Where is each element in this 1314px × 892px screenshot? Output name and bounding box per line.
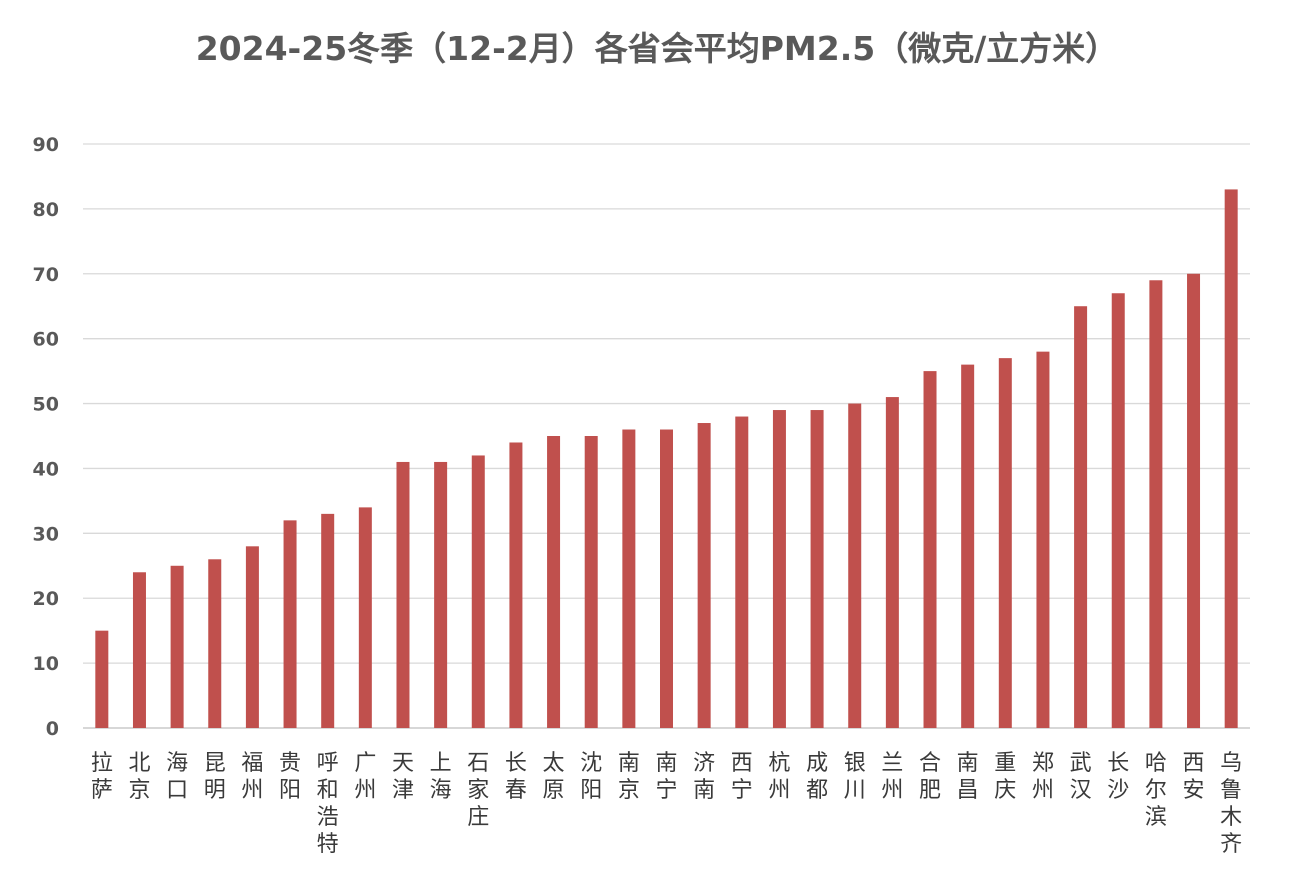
x-category-label: 贵阳 [279, 751, 301, 803]
x-category-label: 重庆 [994, 751, 1016, 803]
x-category-label: 郑州 [1032, 751, 1054, 803]
x-category-label: 昆明 [204, 751, 226, 803]
bar [622, 429, 636, 728]
y-axis-labels: 0 10 20 30 40 50 60 70 80 90 [33, 134, 59, 740]
x-category-label: 杭州 [768, 751, 790, 803]
x-category-label: 天津 [392, 751, 414, 803]
bar [584, 436, 598, 728]
bar [509, 442, 523, 728]
bar [772, 410, 786, 728]
x-category-label: 南宁 [655, 751, 677, 803]
x-category-label: 呼和浩特 [317, 751, 339, 857]
x-axis-labels: 拉萨北京海口昆明福州贵阳呼和浩特广州天津上海石家庄长春太原沈阳南京南宁济南西宁杭… [91, 751, 1242, 857]
x-category-label: 合肥 [919, 751, 941, 803]
bar [660, 429, 673, 728]
bars [95, 189, 1238, 728]
bar [998, 358, 1012, 728]
bar [1036, 351, 1050, 728]
bar [434, 461, 448, 728]
bar [1224, 189, 1238, 728]
x-category-label: 南京 [618, 751, 640, 803]
bar [170, 565, 184, 728]
y-tick-label: 0 [46, 718, 59, 740]
bar [358, 507, 372, 728]
x-category-label: 北京 [128, 751, 150, 803]
bar [810, 410, 824, 728]
x-category-label: 南昌 [957, 751, 979, 803]
bar [923, 371, 937, 728]
bar [245, 546, 259, 728]
chart-title: 2024-25冬季（12-2月）各省会平均PM2.5（微克/立方米） [195, 29, 1119, 68]
x-category-label: 海口 [166, 751, 188, 803]
y-tick-label: 70 [33, 264, 59, 286]
y-tick-label: 20 [33, 588, 59, 610]
y-tick-label: 90 [33, 134, 59, 156]
bar [961, 364, 975, 728]
bar [1074, 306, 1088, 728]
bar [95, 630, 109, 728]
y-tick-label: 30 [33, 523, 59, 545]
y-tick-label: 60 [33, 329, 59, 351]
bar [697, 423, 711, 728]
bar [735, 416, 749, 728]
x-category-label: 兰州 [881, 751, 903, 803]
x-category-label: 哈尔滨 [1145, 751, 1167, 830]
bar [208, 559, 222, 728]
x-category-label: 太原 [543, 751, 565, 803]
bar [848, 403, 862, 728]
bar [547, 436, 561, 728]
x-category-label: 成都 [806, 751, 828, 803]
bar [1149, 280, 1163, 728]
bar [471, 455, 485, 728]
x-category-label: 福州 [241, 751, 263, 803]
x-category-label: 广州 [354, 751, 376, 803]
x-category-label: 银川 [844, 751, 866, 803]
y-tick-label: 40 [33, 458, 59, 480]
bar [885, 397, 899, 728]
x-category-label: 拉萨 [91, 751, 113, 803]
x-category-label: 西宁 [731, 751, 753, 803]
x-category-label: 长春 [505, 751, 527, 803]
x-category-label: 乌鲁木齐 [1220, 751, 1242, 857]
x-category-label: 西安 [1183, 751, 1205, 803]
y-tick-label: 50 [33, 394, 59, 416]
bar [396, 461, 410, 728]
bar [1111, 293, 1125, 728]
bar [132, 572, 146, 728]
x-category-label: 武汉 [1070, 751, 1092, 803]
y-tick-label: 80 [33, 199, 59, 221]
x-category-label: 长沙 [1107, 751, 1129, 803]
bar [321, 513, 335, 728]
x-category-label: 石家庄 [467, 751, 489, 830]
bar [283, 520, 297, 728]
bar [1187, 273, 1201, 728]
x-category-label: 上海 [430, 751, 452, 803]
y-tick-label: 10 [33, 653, 59, 675]
x-category-label: 济南 [693, 751, 715, 803]
x-category-label: 沈阳 [580, 751, 602, 803]
